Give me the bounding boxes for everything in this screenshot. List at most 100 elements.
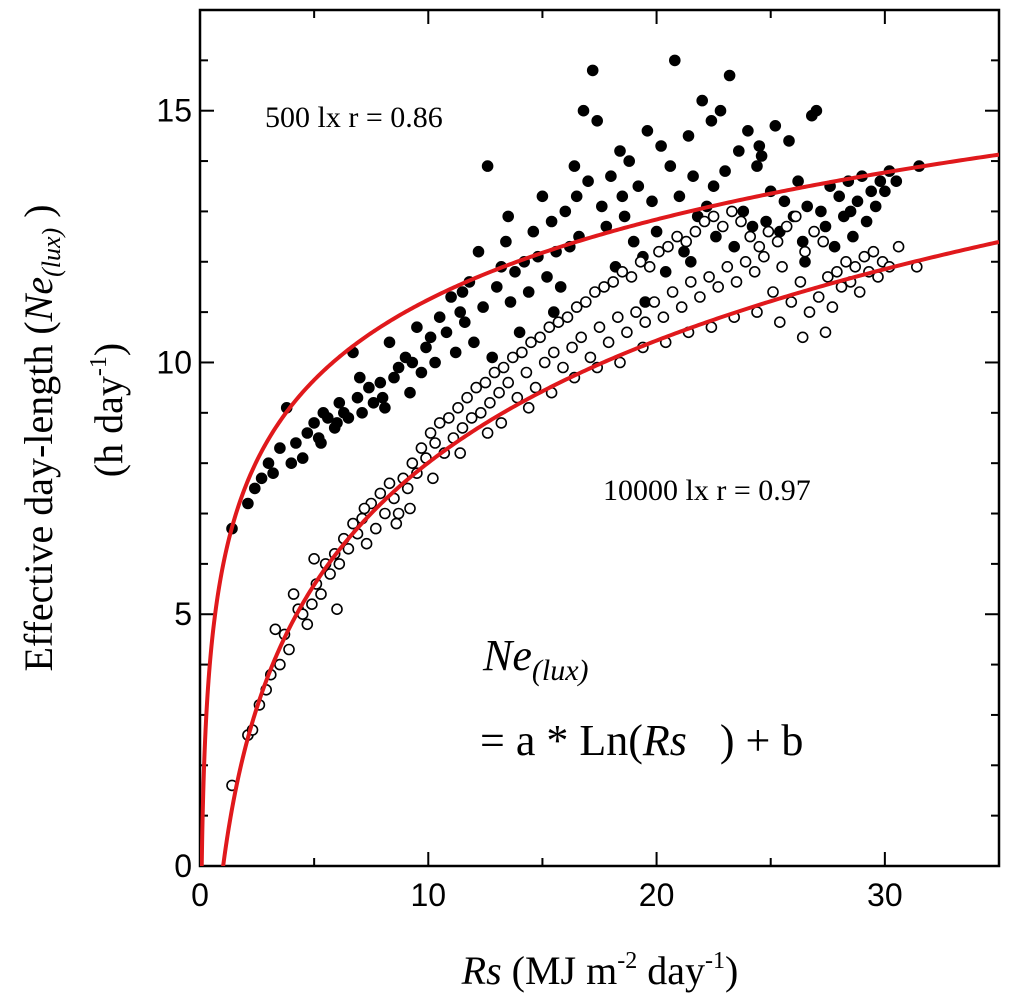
point-500-lx — [650, 225, 663, 238]
point-500-lx — [810, 104, 823, 117]
point-10000-lx — [589, 286, 601, 298]
point-500-lx — [308, 417, 320, 429]
point-500-lx — [792, 175, 804, 187]
point-500-lx — [632, 180, 645, 192]
x-tick-label: 10 — [410, 877, 446, 913]
point-500-lx — [301, 427, 314, 439]
point-10000-lx — [817, 235, 830, 248]
point-500-lx — [458, 316, 471, 329]
point-500-lx — [411, 321, 423, 334]
point-10000-lx — [534, 331, 546, 344]
point-10000-lx — [424, 427, 437, 439]
y-axis-label-line1-end: ) — [16, 204, 61, 227]
point-500-lx — [684, 255, 697, 268]
point-10000-lx — [465, 412, 478, 424]
point-10000-lx — [657, 311, 670, 324]
point-10000-lx — [342, 542, 355, 555]
point-500-lx — [383, 336, 396, 349]
point-500-lx — [783, 135, 795, 147]
point-10000-lx — [506, 351, 519, 364]
point-500-lx — [404, 386, 416, 399]
point-10000-lx — [694, 291, 706, 303]
y-axis-label-line1-text: Effective day-length ( — [16, 321, 61, 671]
point-10000-lx — [758, 250, 770, 263]
point-10000-lx — [497, 361, 510, 374]
point-500-lx — [723, 69, 736, 82]
point-10000-lx — [315, 588, 327, 600]
point-500-lx — [429, 356, 441, 369]
point-10000-lx — [680, 235, 693, 248]
point-10000-lx — [716, 220, 729, 233]
point-10000-lx — [662, 240, 674, 253]
point-10000-lx — [726, 205, 738, 218]
y-axis-label-line1-sub: (lux) — [37, 228, 66, 277]
point-500-lx — [687, 170, 699, 182]
point-10000-lx — [570, 301, 583, 313]
point-10000-lx — [369, 522, 382, 535]
point-500-lx — [249, 482, 261, 495]
x-tick-label: 0 — [191, 877, 209, 913]
point-10000-lx — [773, 316, 786, 329]
point-10000-lx — [493, 386, 505, 399]
y-axis-label-line1: Effective day-length (Ne(lux) ) — [16, 204, 66, 671]
point-10000-lx — [721, 260, 734, 273]
point-500-lx — [616, 190, 629, 203]
point-10000-lx — [358, 502, 371, 515]
point-10000-lx — [579, 296, 592, 308]
point-10000-lx — [406, 457, 419, 470]
point-10000-lx — [306, 598, 318, 611]
point-10000-lx — [566, 341, 578, 354]
point-10000-lx — [516, 346, 528, 359]
point-10000-lx — [794, 276, 807, 288]
point-500-lx — [406, 356, 419, 369]
point-10000-lx — [643, 260, 656, 273]
point-500-lx — [376, 391, 389, 404]
point-500-lx — [815, 205, 827, 218]
point-10000-lx — [671, 230, 683, 243]
point-10000-lx — [593, 321, 606, 334]
point-500-lx — [559, 205, 572, 218]
point-10000-lx — [639, 316, 652, 329]
point-500-lx — [388, 371, 400, 384]
point-500-lx — [379, 401, 391, 414]
point-10000-lx — [383, 477, 396, 490]
y-axis-label-line2-sup: -1 — [86, 356, 112, 376]
point-500-lx — [760, 215, 772, 228]
point-500-lx — [522, 286, 535, 298]
point-10000-lx — [308, 552, 320, 565]
point-10000-lx — [653, 245, 665, 258]
point-10000-lx — [324, 568, 336, 580]
y-tick-label: 0 — [174, 848, 192, 884]
point-10000-lx — [415, 442, 428, 454]
point-500-lx — [890, 175, 903, 187]
point-500-lx — [570, 190, 583, 203]
point-500-lx — [342, 412, 355, 424]
point-500-lx — [367, 396, 380, 409]
point-500-lx — [860, 215, 873, 228]
point-10000-lx — [301, 618, 314, 631]
point-500-lx — [879, 185, 891, 198]
point-500-lx — [678, 245, 690, 258]
point-500-lx — [296, 452, 309, 464]
point-500-lx — [728, 240, 741, 253]
point-10000-lx — [867, 245, 880, 258]
point-10000-lx — [739, 255, 752, 268]
point-500-lx — [456, 286, 469, 298]
point-10000-lx — [730, 276, 743, 288]
equation-lhs-var: Ne — [482, 631, 532, 680]
equation-rhs-prefix: = a * Ln( — [480, 716, 643, 765]
point-10000-lx — [488, 366, 501, 379]
point-10000-lx — [602, 336, 615, 349]
equation-rhs-var: Rs — [642, 716, 687, 765]
y-axis-label-line2-end: ) — [86, 343, 131, 356]
point-10000-lx — [819, 326, 832, 339]
point-500-lx — [591, 115, 604, 127]
point-500-lx — [449, 346, 462, 359]
equation-lhs: Ne(lux) — [482, 631, 589, 687]
y-axis-label-line1-var: Ne — [16, 277, 61, 322]
point-500-lx — [655, 140, 667, 152]
point-10000-lx — [452, 401, 464, 414]
point-500-lx — [707, 180, 720, 192]
x-axis-label: Rs (MJ m-2 day-1) — [461, 948, 739, 993]
